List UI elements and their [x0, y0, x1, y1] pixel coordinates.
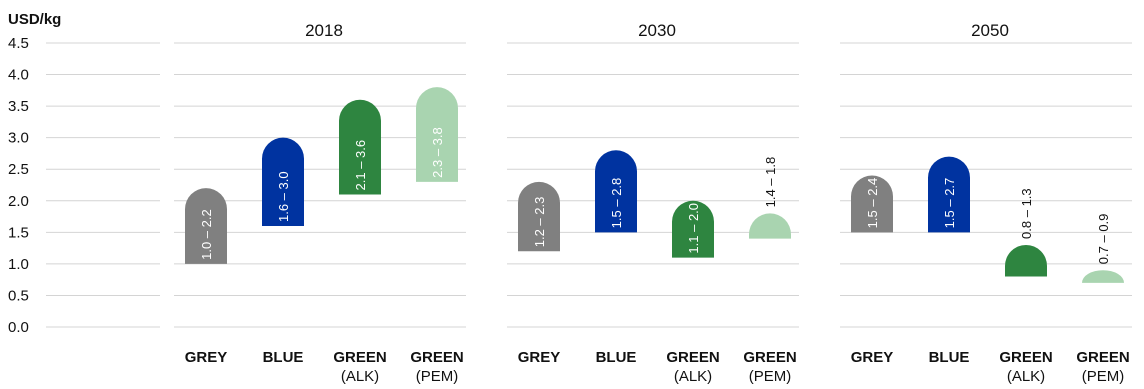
category-label: BLUE [929, 349, 970, 366]
y-tick-label: 2.0 [8, 193, 29, 210]
category-label: GREY [185, 349, 228, 366]
range-label: 2.3 – 3.8 [430, 127, 445, 178]
group-title: 2030 [638, 21, 676, 40]
range-label: 1.4 – 1.8 [763, 157, 778, 208]
range-label: 1.1 – 2.0 [686, 203, 701, 254]
category-label: BLUE [263, 349, 304, 366]
y-tick-label: 1.5 [8, 224, 29, 241]
chart-groups: 2018 1.0 – 2.2 GREY 1.6 – 3.0 BLUE 2.1 – 3.6 G… [185, 21, 1130, 385]
category-sublabel: (PEM) [416, 368, 459, 385]
range-bar-grey [518, 181, 560, 252]
y-tick-label: 2.5 [8, 161, 29, 178]
range-bar-green-pem [749, 213, 791, 239]
range-bar-green-alk [672, 200, 714, 258]
gridlines [46, 42, 1132, 328]
range-bar-green-pem [416, 87, 458, 182]
y-axis: USD/kg 0.0 0.5 1.0 1.5 2.0 2.5 3.0 3.5 4.0 4.5 [8, 11, 61, 336]
range-label: 2.1 – 3.6 [353, 140, 368, 191]
y-tick-label: 3.0 [8, 130, 29, 147]
category-label: BLUE [596, 349, 637, 366]
y-tick-label: 1.0 [8, 256, 29, 273]
y-tick-label: 4.5 [8, 35, 29, 52]
range-bar-green-alk [339, 99, 381, 195]
category-label: GREEN [1076, 349, 1129, 366]
category-label: GREEN [666, 349, 719, 366]
range-bar-grey [851, 175, 893, 233]
category-sublabel: (PEM) [1082, 368, 1125, 385]
category-label: GREEN [410, 349, 463, 366]
range-label: 0.8 – 1.3 [1019, 188, 1034, 239]
range-label: 1.6 – 3.0 [276, 171, 291, 222]
group-2018: 2018 1.0 – 2.2 GREY 1.6 – 3.0 BLUE 2.1 – 3.6 G… [185, 21, 464, 385]
range-label: 0.7 – 0.9 [1096, 214, 1111, 265]
range-bar-blue [928, 156, 970, 233]
y-tick-label: 3.5 [8, 98, 29, 115]
group-2030: 2030 1.2 – 2.3 GREY 1.5 – 2.8 BLUE 1.1 – 2.0 G… [518, 21, 797, 385]
range-label: 1.2 – 2.3 [532, 197, 547, 248]
y-tick-label: 0.5 [8, 287, 29, 304]
category-label: GREY [518, 349, 561, 366]
category-sublabel: (ALK) [674, 368, 712, 385]
category-sublabel: (ALK) [1007, 368, 1045, 385]
y-tick-label: 0.0 [8, 319, 29, 336]
range-bar-blue [595, 150, 637, 233]
range-bar-green-alk [1005, 244, 1047, 277]
range-bar-green-pem [1082, 270, 1124, 283]
category-sublabel: (ALK) [341, 368, 379, 385]
range-label: 1.0 – 2.2 [199, 209, 214, 260]
y-axis-label: USD/kg [8, 11, 61, 28]
category-label: GREEN [333, 349, 386, 366]
group-title: 2018 [305, 21, 343, 40]
category-sublabel: (PEM) [749, 368, 792, 385]
range-label: 1.5 – 2.4 [865, 178, 880, 229]
range-bar-grey [185, 188, 227, 264]
category-label: GREY [851, 349, 894, 366]
range-label: 1.5 – 2.8 [609, 178, 624, 229]
group-title: 2050 [971, 21, 1009, 40]
range-bar-blue [262, 137, 304, 227]
category-label: GREEN [743, 349, 796, 366]
category-label: GREEN [999, 349, 1052, 366]
group-2050: 2050 1.5 – 2.4 GREY 1.5 – 2.7 BLUE 0.8 – 1.3 G… [851, 21, 1130, 385]
range-label: 1.5 – 2.7 [942, 178, 957, 229]
y-tick-label: 4.0 [8, 67, 29, 84]
